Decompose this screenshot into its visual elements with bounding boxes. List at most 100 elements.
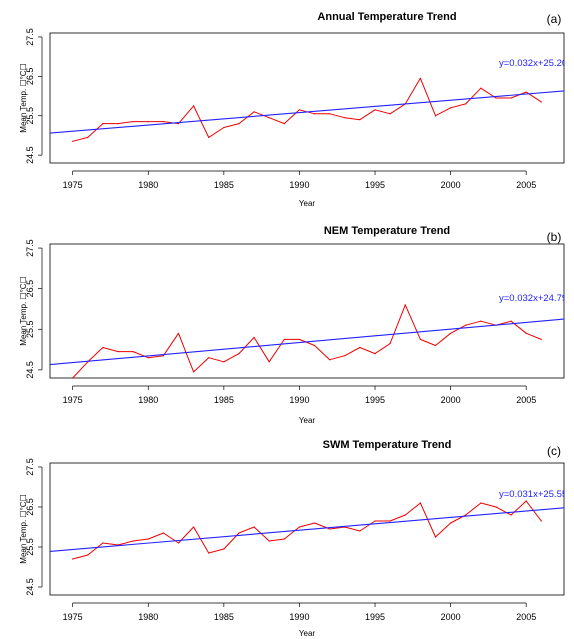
data-point [102, 123, 104, 125]
data-point [389, 342, 391, 345]
data-point [359, 346, 361, 349]
data-point [419, 338, 421, 341]
data-point [510, 514, 512, 516]
data-point [132, 121, 134, 123]
data-point [359, 119, 361, 121]
data-point [329, 359, 331, 361]
data-point [253, 526, 255, 528]
data-point [298, 338, 301, 341]
data-point [298, 109, 301, 111]
data-point [374, 520, 376, 522]
data-point [72, 558, 74, 560]
data-point [147, 357, 149, 359]
panel-label: (c) [547, 444, 561, 458]
data-point [389, 113, 391, 115]
data-point [465, 103, 467, 105]
data-point [419, 502, 421, 504]
y-tick-label: 24.5 [25, 361, 35, 379]
data-point [344, 355, 346, 357]
data-point [238, 123, 240, 125]
x-tick-label: 1975 [63, 612, 83, 622]
data-point [208, 136, 210, 138]
data-point [465, 324, 467, 326]
data-point [404, 304, 406, 306]
y-tick-label: 27.5 [25, 458, 35, 476]
data-point [268, 540, 270, 542]
data-point [313, 522, 316, 524]
x-tick-label: 1990 [289, 180, 309, 190]
x-tick-label: 2005 [516, 612, 536, 622]
x-tick-label: 1995 [365, 612, 385, 622]
data-point [162, 355, 164, 357]
data-point [117, 351, 119, 353]
data-point [495, 506, 497, 508]
data-point [434, 536, 437, 538]
y-axis-label: Mean Temp. ☐°C☐ [19, 63, 28, 132]
x-tick-label: 1990 [289, 612, 309, 622]
x-tick-label: 1985 [214, 180, 234, 190]
temperature-series-points [72, 500, 542, 560]
data-point [329, 113, 331, 115]
chart-title: Annual Temperature Trend [317, 11, 456, 23]
equation-annotation-wrap: y=0.032x+25.20 [499, 58, 567, 69]
x-tick-label: 1980 [138, 395, 158, 405]
data-point [177, 542, 180, 544]
data-point [329, 528, 331, 530]
data-point [404, 514, 406, 516]
trend-line [49, 318, 565, 366]
y-tick-label: 25.5 [25, 321, 35, 339]
data-point [223, 361, 225, 363]
data-point [162, 121, 164, 123]
panel-label: (b) [547, 230, 562, 244]
chart-title: SWM Temperature Trend [323, 439, 452, 451]
y-tick-label: 27.5 [25, 239, 35, 257]
data-point [162, 532, 164, 534]
data-point [374, 353, 376, 355]
temperature-series-points [72, 77, 542, 142]
y-tick-label: 26.5 [25, 498, 35, 516]
data-point [525, 91, 527, 93]
trend-equation: y=0.032x+25.20 [499, 58, 567, 69]
data-point [313, 113, 316, 115]
plot-frame [49, 32, 565, 164]
chart-title: NEM Temperature Trend [324, 225, 450, 237]
data-point [268, 361, 270, 363]
data-point [253, 336, 255, 338]
plot-frame [49, 462, 565, 596]
trend-line [49, 90, 565, 134]
data-point [102, 346, 104, 349]
y-tick-label: 26.5 [25, 280, 35, 298]
data-point [223, 126, 225, 129]
x-tick-label: 1995 [365, 395, 385, 405]
data-point [132, 540, 134, 542]
data-point [117, 123, 119, 125]
data-point [72, 140, 74, 142]
temperature-series-line [72, 304, 542, 379]
x-axis-label: Year [299, 416, 316, 425]
data-point [283, 338, 285, 341]
x-axis-label: Year [299, 629, 316, 638]
data-point [450, 332, 452, 334]
data-point [87, 554, 89, 556]
data-point [147, 121, 149, 123]
temperature-series-line [72, 77, 542, 142]
data-point [525, 500, 527, 502]
data-point [344, 117, 346, 119]
data-point [193, 105, 195, 107]
equation-annotation-wrap: y=0.032x+24.79 [499, 293, 564, 304]
y-tick-label: 24.5 [25, 146, 35, 164]
data-point [268, 117, 270, 119]
data-point [480, 320, 482, 322]
data-point [450, 522, 452, 524]
data-point [283, 538, 285, 540]
data-point [480, 87, 482, 89]
data-point [177, 332, 180, 334]
data-point [540, 101, 542, 103]
plot-frame [49, 243, 565, 379]
x-tick-label: 2005 [516, 395, 536, 405]
x-tick-label: 1995 [365, 180, 385, 190]
data-point [193, 371, 195, 373]
data-point [510, 320, 512, 322]
equation-annotation-wrap: y=0.031x+25.55 [499, 489, 564, 500]
